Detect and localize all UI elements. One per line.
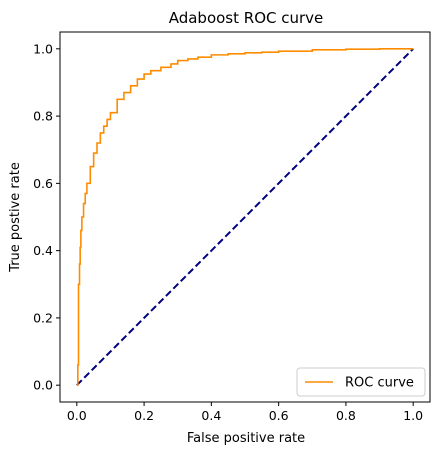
legend-entry-roc-curve: ROC curve [345,376,414,391]
y-tick-label: 1.0 [33,41,53,56]
y-tick-label: 0.8 [33,109,53,124]
chart-title: Adaboost ROC curve [169,9,324,27]
diagonal-reference-line [76,48,414,386]
y-axis-label: True postive rate [8,162,23,273]
legend: ROC curve [296,367,426,397]
y-tick-label: 0.0 [33,378,53,393]
x-tick-label: 0.6 [269,408,289,423]
x-tick-label: 0.8 [336,408,356,423]
x-axis-ticks: 0.0 0.2 0.4 0.6 0.8 1.0 [67,402,423,423]
x-tick-label: 0.0 [67,408,87,423]
x-tick-label: 1.0 [403,408,423,423]
x-axis-label: False positive rate [187,431,305,446]
y-tick-label: 0.4 [33,243,53,258]
plot-frame [59,31,431,403]
legend-box [296,367,426,397]
y-tick-label: 0.2 [33,310,53,325]
series-layer [76,48,414,386]
y-axis-ticks: 0.0 0.2 0.4 0.6 0.8 1.0 [33,41,60,393]
x-tick-label: 0.2 [134,408,154,423]
y-tick-label: 0.6 [33,176,53,191]
x-tick-label: 0.4 [201,408,221,423]
roc-curve-line [76,48,414,386]
